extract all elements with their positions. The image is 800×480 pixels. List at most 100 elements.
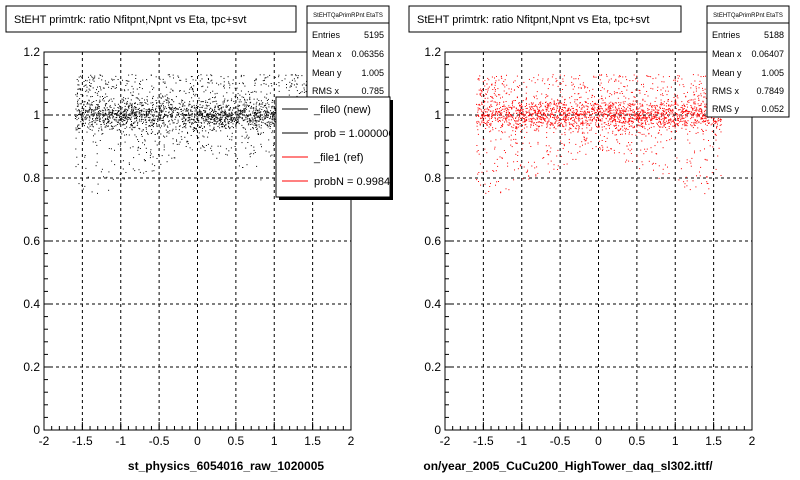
scatter-point xyxy=(89,85,91,87)
scatter-point xyxy=(108,189,110,191)
scatter-point xyxy=(650,120,652,122)
scatter-point xyxy=(130,92,132,94)
scatter-point xyxy=(656,104,658,106)
scatter-point xyxy=(611,117,613,119)
scatter-point xyxy=(607,90,609,92)
scatter-point xyxy=(120,115,122,117)
scatter-point xyxy=(553,164,555,166)
scatter-point xyxy=(692,113,694,115)
scatter-point xyxy=(235,97,237,99)
scatter-point xyxy=(526,118,527,120)
scatter-point xyxy=(561,109,563,110)
scatter-point xyxy=(242,167,244,168)
scatter-point xyxy=(258,104,260,106)
scatter-point xyxy=(162,96,164,98)
scatter-point xyxy=(563,126,565,128)
scatter-point xyxy=(97,105,99,107)
scatter-point xyxy=(627,122,629,124)
scatter-point xyxy=(201,78,203,80)
scatter-point xyxy=(260,84,262,86)
scatter-point xyxy=(163,100,165,102)
scatter-point xyxy=(527,169,529,171)
scatter-point xyxy=(644,148,646,150)
scatter-point xyxy=(223,100,225,102)
scatter-point xyxy=(481,115,483,117)
scatter-point xyxy=(702,89,704,91)
scatter-point xyxy=(613,109,615,111)
scatter-point xyxy=(480,118,482,120)
scatter-point xyxy=(249,93,250,95)
scatter-point xyxy=(559,107,561,109)
scatter-point xyxy=(501,108,503,110)
scatter-point xyxy=(233,118,235,120)
scatter-point xyxy=(510,139,512,141)
scatter-point xyxy=(650,76,652,78)
scatter-point xyxy=(140,116,142,118)
scatter-point xyxy=(152,105,154,107)
scatter-point xyxy=(266,100,268,101)
scatter-point xyxy=(89,89,91,91)
scatter-point xyxy=(674,78,676,80)
scatter-point xyxy=(221,110,223,112)
scatter-point xyxy=(186,114,188,116)
scatter-point xyxy=(625,111,627,113)
scatter-point xyxy=(621,93,623,94)
scatter-point xyxy=(699,80,701,82)
scatter-point xyxy=(91,96,93,97)
scatter-point xyxy=(568,142,570,144)
scatter-point xyxy=(687,139,689,141)
scatter-point xyxy=(579,146,581,148)
scatter-point xyxy=(622,106,624,107)
scatter-point xyxy=(662,118,664,119)
scatter-point xyxy=(498,94,499,96)
scatter-point xyxy=(533,106,535,107)
scatter-point xyxy=(246,99,248,101)
scatter-point xyxy=(168,98,170,100)
scatter-point xyxy=(669,108,671,110)
scatter-point xyxy=(248,105,250,107)
scatter-point xyxy=(105,103,107,104)
scatter-point xyxy=(256,98,258,100)
scatter-point xyxy=(503,117,505,119)
scatter-point xyxy=(583,111,585,113)
scatter-point xyxy=(246,134,248,136)
scatter-point xyxy=(108,109,110,110)
scatter-point xyxy=(568,110,570,112)
scatter-point xyxy=(609,108,611,110)
scatter-point xyxy=(491,83,493,85)
scatter-point xyxy=(648,160,650,162)
scatter-point xyxy=(265,103,267,105)
scatter-point xyxy=(680,107,682,108)
scatter-point xyxy=(205,100,207,102)
scatter-point xyxy=(128,104,130,106)
scatter-point xyxy=(254,118,256,120)
scatter-point xyxy=(257,120,259,122)
scatter-point xyxy=(164,136,166,138)
scatter-point xyxy=(561,133,563,135)
scatter-point xyxy=(184,126,186,128)
scatter-point xyxy=(263,116,265,118)
scatter-point xyxy=(92,77,94,79)
scatter-point xyxy=(610,112,611,114)
scatter-point xyxy=(500,97,501,99)
scatter-point xyxy=(140,109,142,111)
scatter-point xyxy=(172,90,174,92)
scatter-point xyxy=(152,126,154,128)
scatter-point xyxy=(234,119,236,121)
scatter-point xyxy=(194,110,196,112)
scatter-point xyxy=(135,112,137,114)
scatter-point xyxy=(260,106,262,108)
scatter-point xyxy=(550,147,552,149)
scatter-point xyxy=(479,104,481,106)
scatter-point xyxy=(166,161,168,163)
scatter-point xyxy=(714,133,716,135)
scatter-point xyxy=(252,118,254,120)
scatter-point xyxy=(564,101,565,103)
scatter-point xyxy=(125,122,127,124)
scatter-point xyxy=(250,113,251,115)
scatter-point xyxy=(188,114,190,116)
scatter-point xyxy=(244,101,246,103)
scatter-point xyxy=(574,121,576,123)
scatter-point xyxy=(78,84,80,86)
scatter-point xyxy=(254,115,256,117)
